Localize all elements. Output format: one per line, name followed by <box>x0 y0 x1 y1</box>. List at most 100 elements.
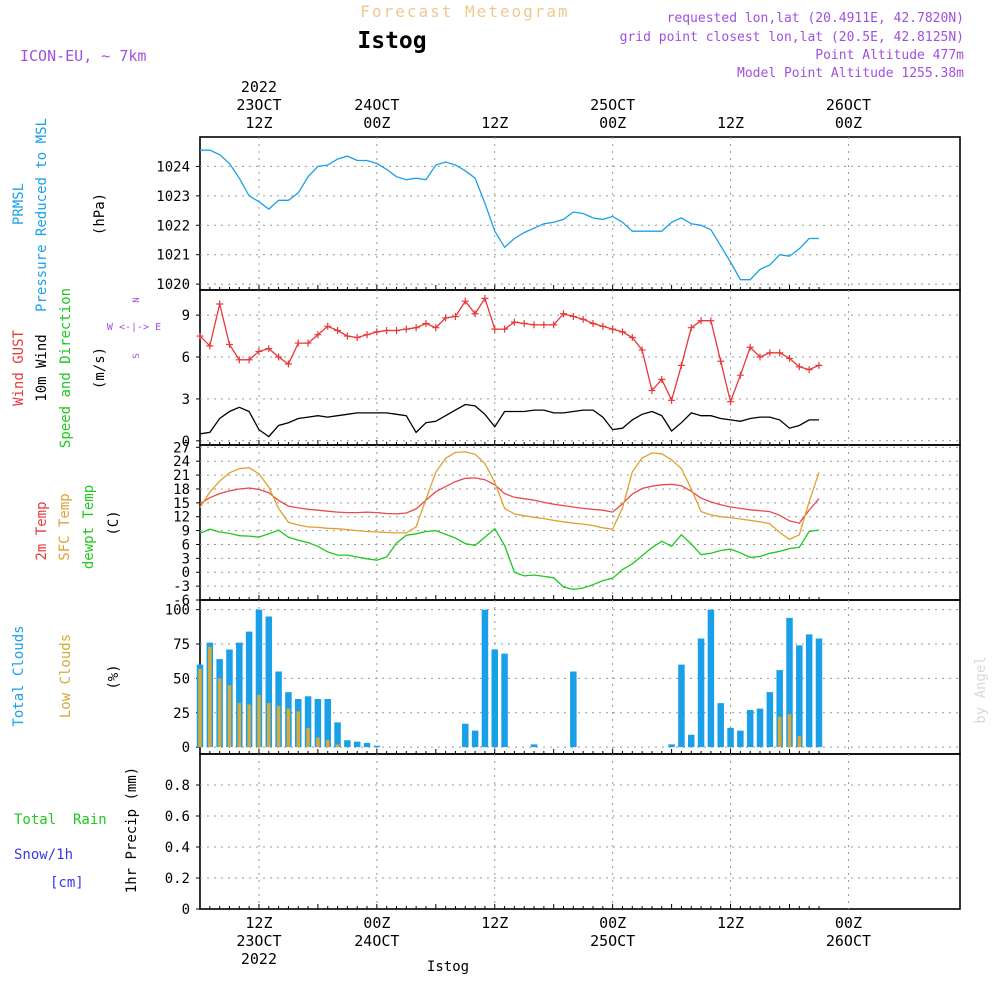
bar-low-clouds <box>276 705 281 748</box>
gust-marker <box>668 396 676 404</box>
gust-marker <box>471 310 479 318</box>
bar-total-clouds <box>314 699 322 748</box>
clouds-unit: (%) <box>106 664 122 689</box>
top-time-label: 25OCT <box>590 96 635 114</box>
bar-total-clouds <box>707 609 715 748</box>
gust-marker <box>786 354 793 362</box>
gust-marker <box>314 331 322 339</box>
bar-total-clouds <box>668 744 675 748</box>
bar-low-clouds <box>325 740 330 748</box>
ytick-label: 1023 <box>156 189 190 205</box>
gust-marker <box>481 294 489 302</box>
bar-total-clouds <box>697 638 705 748</box>
bar-total-clouds <box>245 631 253 748</box>
bar-low-clouds <box>306 727 310 748</box>
gust-marker <box>245 356 253 364</box>
bar-total-clouds <box>363 743 371 748</box>
gust-marker <box>648 387 656 395</box>
grid-lonlat: grid point closest lon,lat (20.5E, 42.81… <box>620 30 964 45</box>
gust-marker <box>393 326 400 334</box>
top-time-label: 12Z <box>717 114 744 132</box>
supertitle: Forecast Meteogram <box>360 2 569 21</box>
panel-frame-temperature <box>199 444 961 601</box>
gust-marker <box>442 314 450 322</box>
bar-total-clouds <box>491 649 498 748</box>
bar-total-clouds <box>324 699 331 748</box>
total-clouds-label: Total Clouds <box>11 625 27 726</box>
bar-total-clouds <box>570 671 577 748</box>
gust-marker <box>658 375 666 383</box>
bar-total-clouds <box>236 642 243 748</box>
bar-total-clouds <box>688 734 695 748</box>
series-wind-gust <box>199 296 820 404</box>
gust-marker <box>353 333 361 341</box>
ytick-label: 0.4 <box>165 840 190 856</box>
bar-total-clouds <box>678 664 685 748</box>
bottom-time-label: 12Z <box>245 914 272 932</box>
requested-lonlat: requested lon,lat (20.4911E, 42.7820N) <box>667 11 964 26</box>
panel-precip: 0 0.2 0.4 0.6 0.8 <box>165 753 961 918</box>
gust-marker <box>324 322 332 330</box>
bottom-time-label: 2022 <box>241 950 277 968</box>
bar-total-clouds <box>756 708 764 748</box>
gust-marker <box>569 313 577 321</box>
ytick-label: 50 <box>173 671 190 687</box>
top-time-label: 24OCT <box>354 96 399 114</box>
bar-total-clouds <box>737 730 744 748</box>
bar-total-clouds <box>766 692 774 748</box>
panel-frame-wind <box>199 289 961 446</box>
gust-marker <box>618 328 626 336</box>
temp2m-label: 2m Temp <box>34 501 50 560</box>
footer-station: Istog <box>427 959 469 975</box>
bottom-time-label: 12Z <box>481 914 508 932</box>
gust-marker <box>451 313 459 321</box>
gust-marker <box>599 322 607 330</box>
gust-marker <box>530 321 538 329</box>
bar-low-clouds <box>316 737 320 748</box>
bar-total-clouds <box>373 745 381 748</box>
gust-marker <box>275 353 283 361</box>
wind-gust-label: Wind GUST <box>11 330 27 406</box>
panels: 102010211022102310240369-6-3036912151821… <box>156 136 961 918</box>
bar-low-clouds <box>247 704 251 748</box>
bar-total-clouds <box>481 609 489 748</box>
top-time-label: 00Z <box>363 114 390 132</box>
gust-marker <box>225 340 233 348</box>
snow-unit-label: [cm] <box>50 875 84 891</box>
panel-frame-precip <box>199 753 961 910</box>
gust-marker <box>294 339 302 347</box>
bar-low-clouds <box>208 646 212 748</box>
compass-rose: N W <-|-> E S <box>107 297 161 358</box>
bottom-time-label: 00Z <box>363 914 390 932</box>
ytick-label: 75 <box>173 637 190 653</box>
series-prmsl <box>200 149 819 281</box>
series-2m-temp <box>199 477 820 524</box>
sfctemp-label: SFC Temp <box>57 493 73 560</box>
gust-marker <box>776 349 784 357</box>
gust-marker <box>746 343 754 351</box>
bottom-time-label: 26OCT <box>826 932 871 950</box>
point-altitude: Point Altitude 477m <box>815 48 964 63</box>
bottom-time-label: 00Z <box>599 914 626 932</box>
ytick-label: 24 <box>173 454 190 470</box>
bottom-time-label: 25OCT <box>590 932 635 950</box>
top-time-label: 23OCT <box>236 96 281 114</box>
gust-marker <box>461 297 469 305</box>
watermark: by Angel <box>973 656 989 723</box>
gust-marker <box>677 361 685 369</box>
gust-marker <box>727 398 735 406</box>
ytick-label: 25 <box>173 706 190 722</box>
rain-label: Total Rain <box>14 812 107 828</box>
gust-marker <box>255 347 263 355</box>
gust-marker <box>491 325 499 333</box>
gust-marker <box>206 342 214 350</box>
ytick-label: 0.6 <box>165 809 190 825</box>
ytick-label: -3 <box>173 579 190 595</box>
gust-marker <box>432 324 440 332</box>
series-10m-wind <box>199 403 819 438</box>
bar-total-clouds <box>727 727 734 748</box>
low-clouds-label: Low Clouds <box>58 634 74 718</box>
